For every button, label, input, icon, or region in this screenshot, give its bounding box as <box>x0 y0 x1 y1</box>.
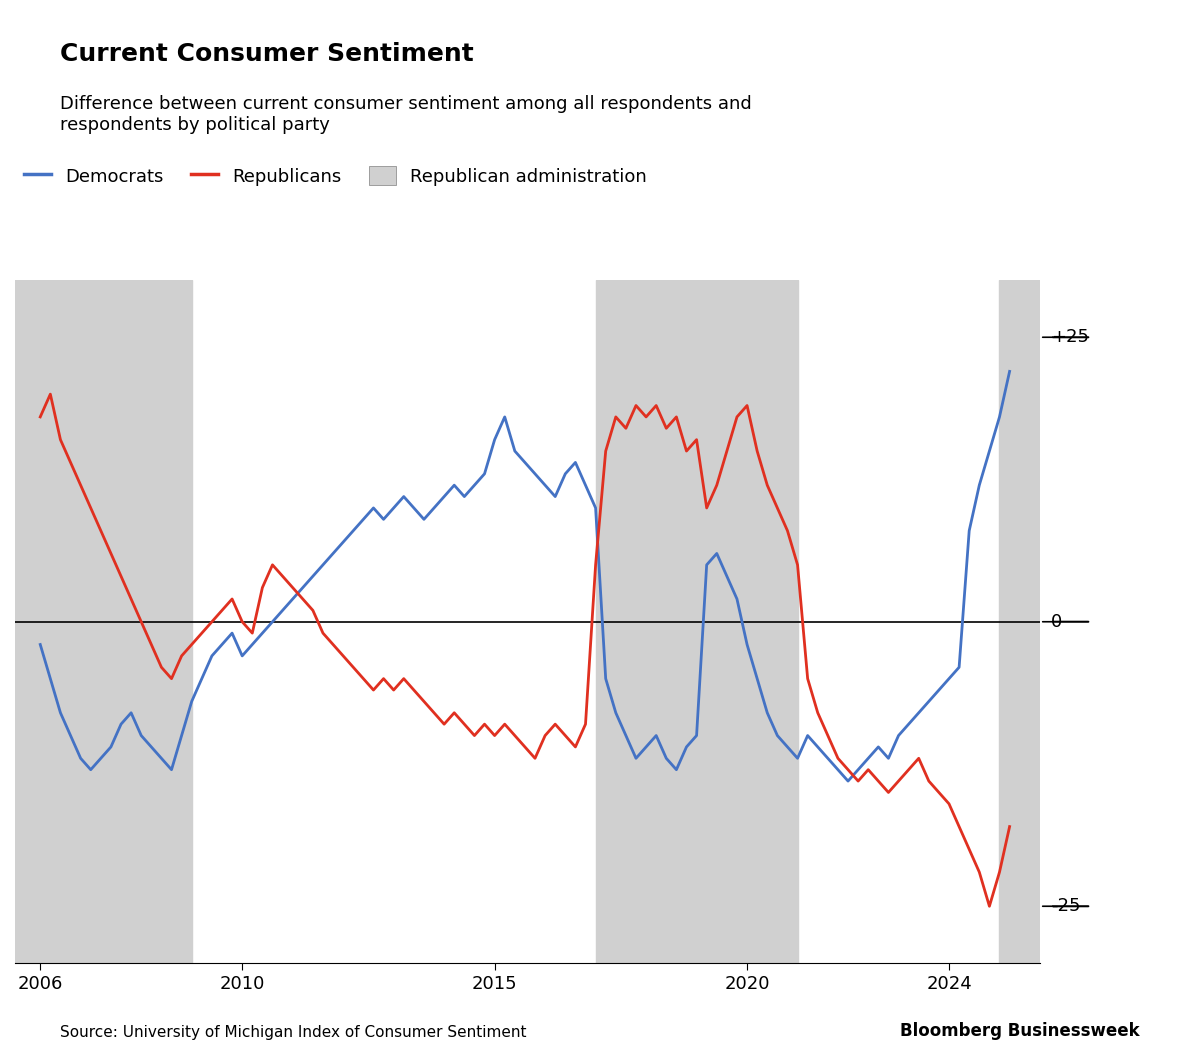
Text: Source: University of Michigan Index of Consumer Sentiment: Source: University of Michigan Index of … <box>60 1025 527 1040</box>
Legend: Democrats, Republicans, Republican administration: Democrats, Republicans, Republican admin… <box>24 167 647 186</box>
Bar <box>1000 280 1050 963</box>
Text: Difference between current consumer sentiment among all respondents and
responde: Difference between current consumer sent… <box>60 95 751 135</box>
Text: -25: -25 <box>1051 898 1080 916</box>
Text: Current Consumer Sentiment: Current Consumer Sentiment <box>60 42 474 67</box>
Bar <box>595 280 798 963</box>
Text: Bloomberg Businessweek: Bloomberg Businessweek <box>900 1022 1140 1040</box>
Text: +25: +25 <box>1051 328 1090 346</box>
Text: 0: 0 <box>1051 613 1062 630</box>
Bar <box>0 280 192 963</box>
